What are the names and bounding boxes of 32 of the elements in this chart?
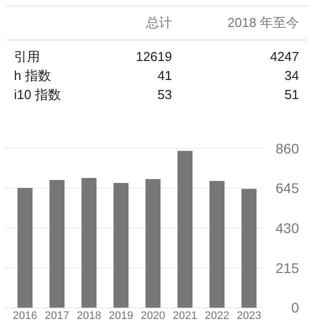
data-label: 51 xyxy=(284,87,299,102)
bar xyxy=(241,188,257,308)
bar xyxy=(145,179,161,308)
y-tick-label: 0 xyxy=(291,300,300,316)
data-label: 12619 xyxy=(136,49,172,64)
data-label: 53 xyxy=(158,87,172,102)
bar xyxy=(17,188,33,308)
y-tick-label: 860 xyxy=(276,140,300,156)
x-tick-label: 2019 xyxy=(108,310,134,321)
data-label: 41 xyxy=(158,68,172,83)
y-tick-label: 430 xyxy=(276,220,300,236)
x-tick-label: 2018 xyxy=(76,310,102,321)
text: 2018 年至今 xyxy=(227,15,299,30)
bar xyxy=(209,180,225,308)
y-tick-label: 215 xyxy=(276,260,300,276)
y-tick-label: 645 xyxy=(276,180,300,196)
text: 总计 xyxy=(145,15,172,30)
category-label: h 指数 xyxy=(14,68,51,83)
x-tick-label: 2022 xyxy=(204,310,230,321)
bar xyxy=(177,150,193,308)
x-tick-label: 2016 xyxy=(12,310,38,321)
x-tick-label: 2023 xyxy=(236,310,262,321)
data-label: 4247 xyxy=(270,49,299,64)
x-tick-label: 2017 xyxy=(44,310,70,321)
x-tick-label: 2020 xyxy=(140,310,166,321)
category-label: 引用 xyxy=(14,49,40,64)
bar xyxy=(49,180,65,308)
data-label: 34 xyxy=(284,68,299,83)
bar xyxy=(113,182,129,308)
category-label: i10 指数 xyxy=(14,87,61,102)
bar xyxy=(81,178,97,308)
x-tick-label: 2021 xyxy=(172,310,198,321)
